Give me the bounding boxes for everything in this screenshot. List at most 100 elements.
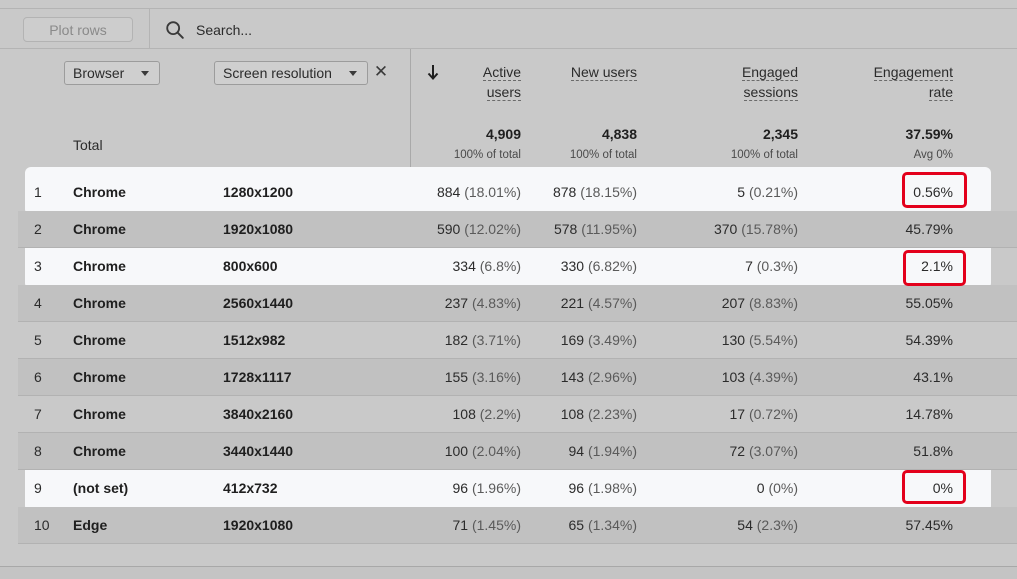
toolbar-bottom-divider: [0, 48, 1017, 49]
new-users-header[interactable]: New users: [570, 62, 637, 82]
sort-down-arrow-icon[interactable]: [426, 63, 440, 81]
engagement-rate-header[interactable]: Engagement rate: [873, 62, 953, 102]
new-users-cell: 878 (18.15%): [552, 184, 637, 200]
engagement-rate-cell: 0.56%: [913, 184, 953, 200]
table-row[interactable]: 3 Chrome 800x600 334 (6.8%) 330 (6.82%) 7 (0.…: [18, 248, 1017, 285]
table-row[interactable]: 6 Chrome 1728x1117 155 (3.16%) 143 (2.96%) 10…: [18, 359, 1017, 396]
browser-cell: Chrome: [73, 406, 126, 422]
browser-cell: Chrome: [73, 369, 126, 385]
engaged-sessions-header-line1: Engaged: [741, 64, 798, 81]
engagement-rate-cell: 55.05%: [905, 295, 953, 311]
active-users-cell: 71 (1.45%): [452, 517, 522, 533]
total-engaged-sessions-sub: 100% of total: [730, 149, 798, 161]
row-divider: [18, 247, 1017, 248]
engaged-sessions-cell: 17 (0.72%): [729, 406, 799, 422]
engagement-rate-header-line1: Engagement: [873, 64, 953, 81]
total-new-users: 4,838: [601, 126, 637, 142]
engaged-sessions-cell: 0 (0%): [756, 480, 798, 496]
active-users-cell: 884 (18.01%): [436, 184, 521, 200]
new-users-cell: 108 (2.23%): [560, 406, 637, 422]
total-label: Total: [73, 137, 103, 153]
browser-dimension-dropdown[interactable]: Browser: [64, 61, 160, 85]
search-input[interactable]: [196, 19, 596, 41]
row-index: 6: [34, 369, 42, 385]
new-users-header-line1: New users: [570, 64, 637, 81]
plot-rows-button[interactable]: Plot rows: [23, 17, 133, 42]
table-row[interactable]: 1 Chrome 1280x1200 884 (18.01%) 878 (18.15%)…: [18, 174, 1017, 211]
active-users-cell: 108 (2.2%): [452, 406, 521, 422]
row-divider: [18, 469, 1017, 470]
new-users-cell: 221 (4.57%): [560, 295, 637, 311]
active-users-header-line2: users: [486, 84, 521, 101]
row-index: 9: [34, 480, 42, 496]
screen-resolution-cell: 3440x1440: [223, 443, 294, 459]
browser-cell: Edge: [73, 517, 108, 533]
row-index: 8: [34, 443, 42, 459]
active-users-header-line1: Active: [482, 64, 521, 81]
total-new-users-sub: 100% of total: [569, 149, 637, 161]
screen-resolution-dimension-dropdown[interactable]: Screen resolution: [214, 61, 368, 85]
close-icon[interactable]: ✕: [373, 62, 389, 81]
active-users-cell: 100 (2.04%): [444, 443, 521, 459]
engaged-sessions-cell: 54 (2.3%): [737, 517, 798, 533]
browser-cell: Chrome: [73, 443, 126, 459]
screen-resolution-cell: 1280x1200: [223, 184, 294, 200]
table-row[interactable]: 8 Chrome 3440x1440 100 (2.04%) 94 (1.94%) 72 …: [18, 433, 1017, 470]
browser-cell: Chrome: [73, 332, 126, 348]
active-users-cell: 334 (6.8%): [452, 258, 521, 274]
table-footer: [0, 566, 1017, 579]
browser-cell: Chrome: [73, 221, 126, 237]
active-users-cell: 155 (3.16%): [444, 369, 521, 385]
engaged-sessions-cell: 207 (8.83%): [721, 295, 798, 311]
engaged-sessions-cell: 130 (5.54%): [721, 332, 798, 348]
active-users-cell: 182 (3.71%): [444, 332, 521, 348]
browser-cell: Chrome: [73, 295, 126, 311]
table-row[interactable]: 10 Edge 1920x1080 71 (1.45%) 65 (1.34%) 54 (2…: [18, 507, 1017, 544]
engagement-rate-header-line2: rate: [928, 84, 953, 101]
engaged-sessions-cell: 5 (0.21%): [737, 184, 798, 200]
table-row[interactable]: 5 Chrome 1512x982 182 (3.71%) 169 (3.49%) 130…: [18, 322, 1017, 359]
screen-resolution-cell: 1920x1080: [223, 517, 294, 533]
row-index: 2: [34, 221, 42, 237]
screen-resolution-cell: 1512x982: [223, 332, 286, 348]
browser-cell: Chrome: [73, 258, 126, 274]
new-users-cell: 143 (2.96%): [560, 369, 637, 385]
table-toolbar: Plot rows: [0, 9, 1017, 49]
engagement-rate-cell: 51.8%: [913, 443, 953, 459]
engagement-rate-cell: 14.78%: [905, 406, 953, 422]
engaged-sessions-cell: 72 (3.07%): [729, 443, 799, 459]
engagement-rate-cell: 54.39%: [905, 332, 953, 348]
search-icon[interactable]: [164, 19, 186, 41]
row-divider: [18, 395, 1017, 396]
engagement-rate-cell: 0%: [932, 480, 953, 496]
row-index: 3: [34, 258, 42, 274]
highlighted-row-background: [25, 241, 991, 289]
engaged-sessions-header[interactable]: Engaged sessions: [741, 62, 798, 102]
row-divider: [18, 358, 1017, 359]
total-active-users-sub: 100% of total: [453, 149, 521, 161]
row-index: 10: [34, 517, 50, 533]
active-users-cell: 96 (1.96%): [452, 480, 522, 496]
row-index: 5: [34, 332, 42, 348]
new-users-cell: 94 (1.94%): [568, 443, 638, 459]
table-row[interactable]: 4 Chrome 2560x1440 237 (4.83%) 221 (4.57%) 20…: [18, 285, 1017, 322]
screen-resolution-cell: 800x600: [223, 258, 278, 274]
chevron-down-icon: [349, 71, 357, 76]
top-divider: [0, 8, 1017, 9]
engaged-sessions-header-line2: sessions: [743, 84, 798, 101]
row-index: 4: [34, 295, 42, 311]
engagement-rate-cell: 2.1%: [921, 258, 953, 274]
table-row[interactable]: 7 Chrome 3840x2160 108 (2.2%) 108 (2.23%) 17 …: [18, 396, 1017, 433]
table-row[interactable]: 2 Chrome 1920x1080 590 (12.02%) 578 (11.95%)…: [18, 211, 1017, 248]
new-users-cell: 96 (1.98%): [568, 480, 638, 496]
engagement-rate-cell: 57.45%: [905, 517, 953, 533]
row-index: 1: [34, 184, 42, 200]
toolbar-divider: [149, 9, 150, 49]
new-users-cell: 330 (6.82%): [560, 258, 637, 274]
annotation-box-row-9: [902, 470, 966, 504]
browser-dimension-label: Browser: [73, 65, 125, 81]
table-row[interactable]: 9 (not set) 412x732 96 (1.96%) 96 (1.98%) 0 (…: [18, 470, 1017, 507]
browser-cell: Chrome: [73, 184, 126, 200]
screen-resolution-cell: 3840x2160: [223, 406, 294, 422]
active-users-header[interactable]: Active users: [482, 62, 521, 102]
